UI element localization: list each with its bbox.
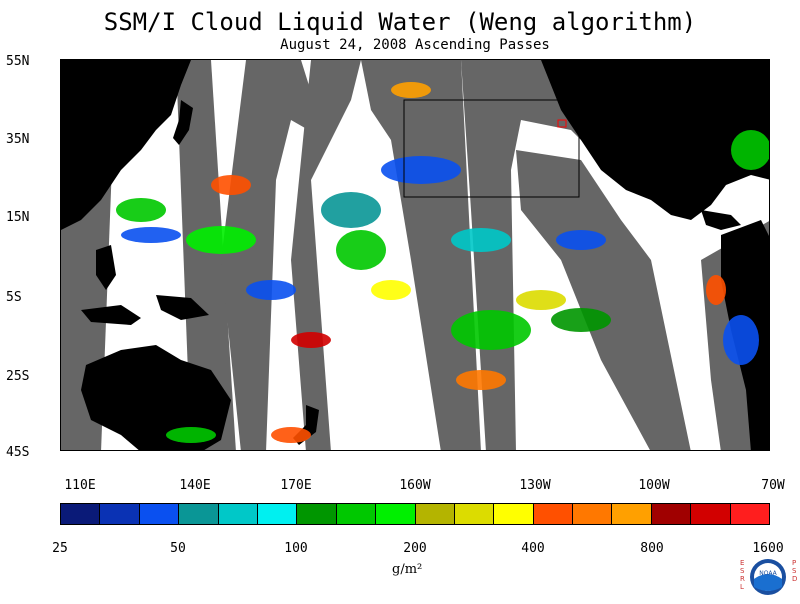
colorbar-cell (297, 504, 337, 524)
colorbar-tick-800: 800 (640, 541, 664, 556)
site-marker (557, 119, 567, 128)
region-box (403, 99, 580, 198)
colorbar-cell (691, 504, 731, 524)
lat-label-45s: 45S (6, 445, 30, 460)
unit-label: g/m² (392, 562, 423, 577)
colorbar-cell (61, 504, 101, 524)
lon-label-170e: 170E (280, 478, 312, 493)
land-masses (61, 60, 769, 450)
colorbar-tick-50: 50 (170, 541, 186, 556)
lon-label-70w: 70W (761, 478, 785, 493)
lat-label-15n: 15N (6, 210, 30, 225)
map-subtitle: August 24, 2008 Ascending Passes (280, 37, 550, 53)
colorbar-cell (651, 504, 692, 524)
cloud-patches (116, 82, 769, 443)
colorbar-cell (336, 504, 377, 524)
colorbar-cell (730, 504, 770, 524)
colorbar-cell (612, 504, 652, 524)
colorbar-tick-200: 200 (403, 541, 427, 556)
lon-label-100w: 100W (638, 478, 670, 493)
colorbar-cell (179, 504, 219, 524)
lon-label-130w: 130W (519, 478, 551, 493)
colorbar-cell (573, 504, 613, 524)
colorbar-tick-1600: 1600 (752, 541, 784, 556)
colorbar-cell (533, 504, 574, 524)
color-scale-bar (60, 503, 770, 525)
lat-label-35n: 35N (6, 132, 30, 147)
colorbar-cell (257, 504, 298, 524)
colorbar-cell (100, 504, 140, 524)
colorbar-tick-400: 400 (521, 541, 545, 556)
map-title: SSM/I Cloud Liquid Water (Weng algorithm… (103, 8, 697, 36)
colorbar-cell (139, 504, 180, 524)
cloud-water-map (60, 59, 770, 451)
lon-label-110e: 110E (64, 478, 96, 493)
colorbar-cell (454, 504, 495, 524)
colorbar-cell (415, 504, 455, 524)
colorbar-cell (376, 504, 416, 524)
lat-label-5s: 5S (6, 290, 22, 305)
lat-label-25s: 25S (6, 369, 30, 384)
colorbar-tick-100: 100 (284, 541, 308, 556)
lat-label-55n: 55N (6, 54, 30, 69)
colorbar-tick-25: 25 (52, 541, 68, 556)
lon-label-140e: 140E (179, 478, 211, 493)
logo-center-text: NOAA (759, 570, 777, 577)
lon-label-160w: 160W (399, 478, 431, 493)
colorbar-cell (494, 504, 534, 524)
colorbar-cell (218, 504, 258, 524)
